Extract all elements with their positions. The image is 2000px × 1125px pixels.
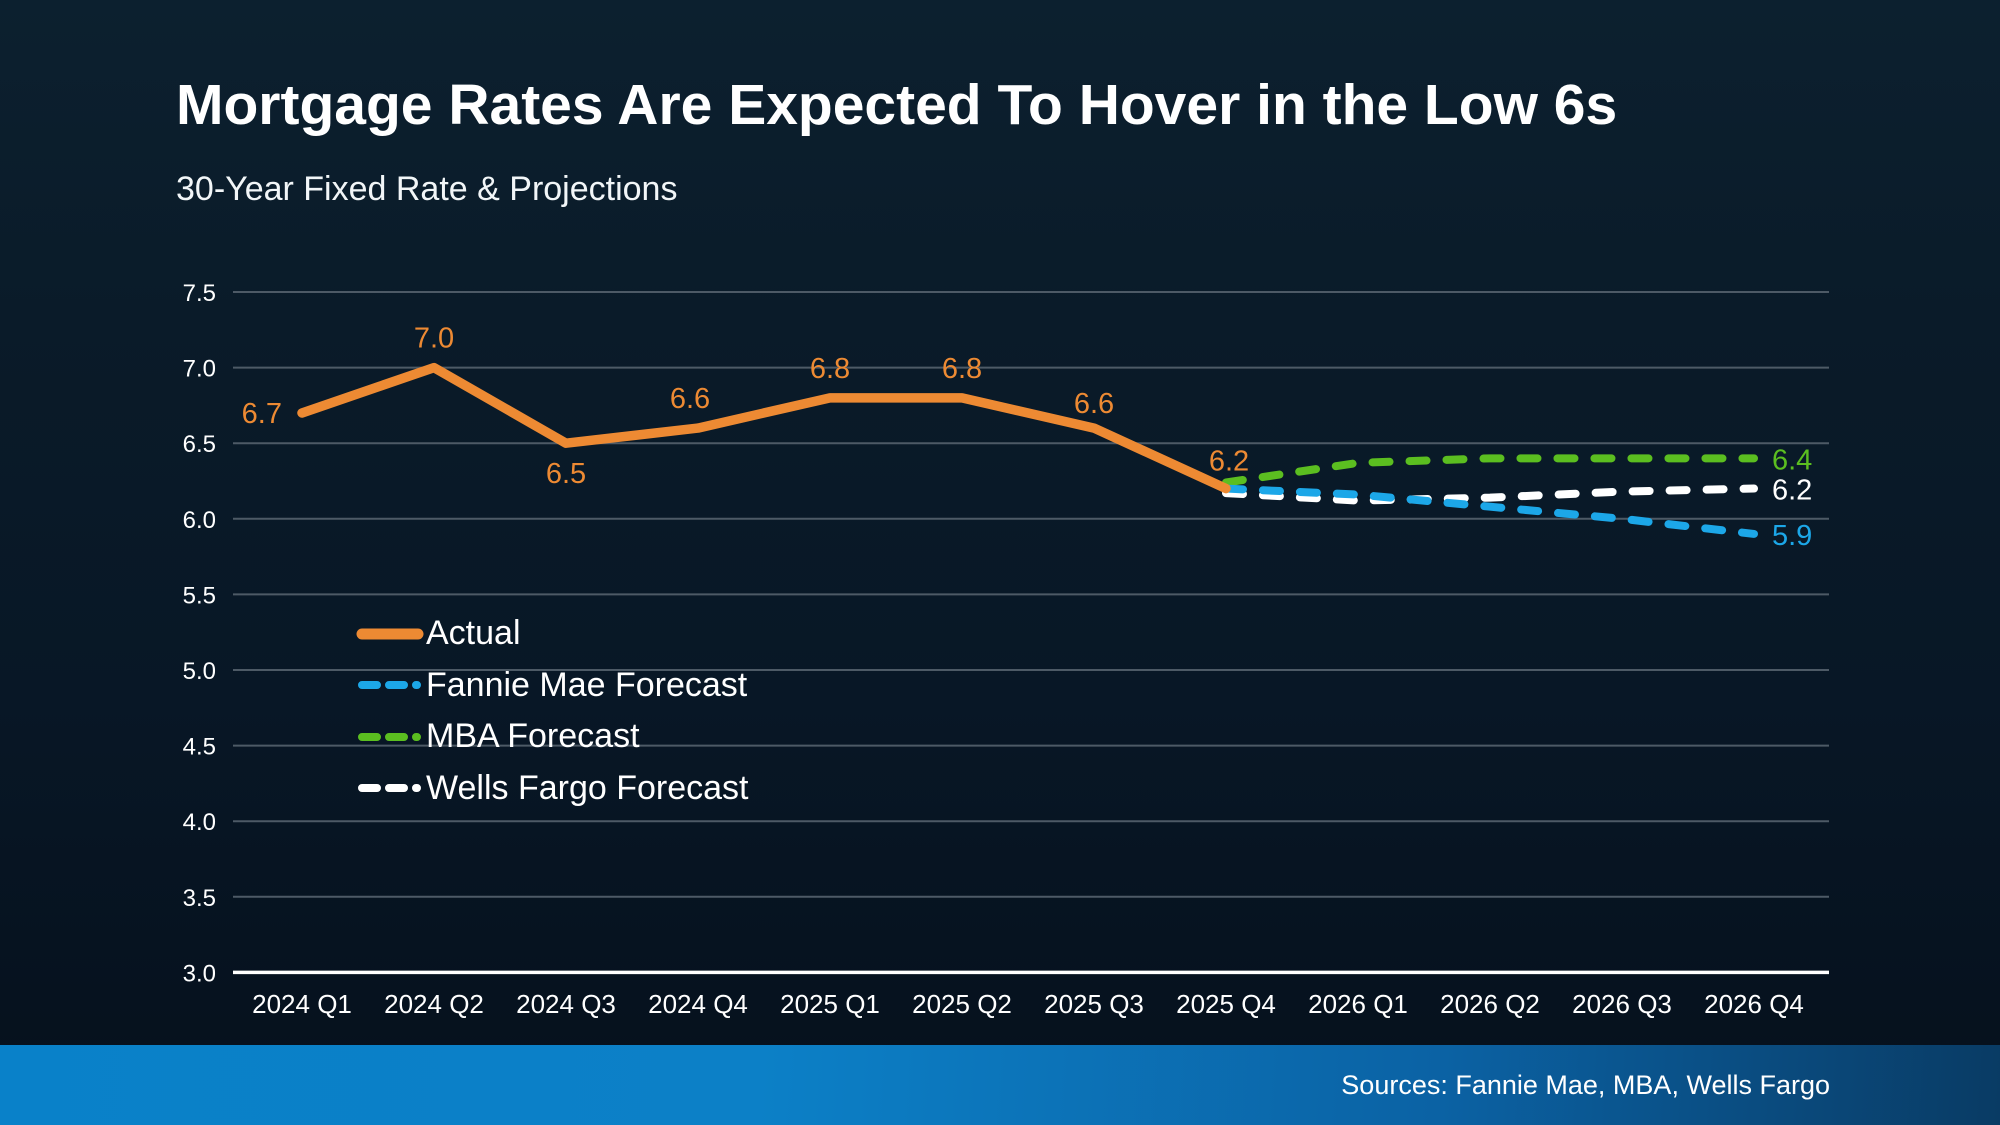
series-line-wells-fargo-forecast bbox=[1222, 484, 1758, 505]
legend-item-wells-fargo-forecast: Wells Fargo Forecast bbox=[356, 763, 748, 815]
data-label: 6.2 bbox=[1209, 446, 1249, 478]
legend-label: Fannie Mae Forecast bbox=[426, 665, 748, 704]
x-tick-label: 2025 Q3 bbox=[1044, 989, 1144, 1019]
end-label: 6.4 bbox=[1772, 444, 1812, 476]
x-tick-label: 2026 Q2 bbox=[1440, 989, 1540, 1019]
legend-swatch bbox=[358, 732, 424, 741]
legend-swatch bbox=[358, 681, 424, 690]
x-tick-label: 2024 Q2 bbox=[384, 989, 484, 1019]
y-tick-label: 3.5 bbox=[183, 885, 216, 912]
chart-legend: Actual Fannie Mae Forecast MBA Forecast Wel… bbox=[356, 608, 748, 814]
legend-swatch bbox=[358, 784, 424, 793]
data-label: 6.6 bbox=[1074, 388, 1114, 420]
legend-item-actual: Actual bbox=[356, 608, 748, 660]
data-label: 6.5 bbox=[546, 458, 586, 490]
legend-label: Actual bbox=[426, 614, 521, 653]
y-tick-label: 4.0 bbox=[183, 809, 216, 836]
source-note: Sources: Fannie Mae, MBA, Wells Fargo bbox=[1341, 1070, 1830, 1100]
x-tick-label: 2024 Q4 bbox=[648, 989, 748, 1019]
y-tick-label: 3.0 bbox=[183, 960, 216, 987]
page-title: Mortgage Rates Are Expected To Hover in … bbox=[176, 73, 1618, 137]
y-tick-label: 5.0 bbox=[183, 658, 216, 685]
y-tick-label: 6.5 bbox=[183, 431, 216, 458]
data-label: 6.7 bbox=[242, 398, 282, 430]
legend-label: MBA Forecast bbox=[426, 717, 640, 756]
legend-item-fannie-mae-forecast: Fannie Mae Forecast bbox=[356, 660, 748, 712]
y-tick-label: 7.0 bbox=[183, 356, 216, 383]
y-tick-label: 4.5 bbox=[183, 734, 216, 761]
x-tick-label: 2026 Q1 bbox=[1308, 989, 1408, 1019]
data-label: 7.0 bbox=[414, 323, 454, 355]
x-tick-label: 2026 Q4 bbox=[1704, 989, 1804, 1019]
data-label: 6.6 bbox=[670, 383, 710, 415]
data-label: 6.8 bbox=[810, 353, 850, 385]
y-tick-label: 6.0 bbox=[183, 507, 216, 534]
x-tick-label: 2024 Q3 bbox=[516, 989, 616, 1019]
legend-swatch bbox=[356, 628, 424, 640]
x-tick-label: 2025 Q4 bbox=[1176, 989, 1276, 1019]
series-line-mba-forecast bbox=[1222, 454, 1758, 487]
series-line-actual bbox=[297, 362, 1231, 494]
data-label: 6.8 bbox=[942, 353, 982, 385]
footer-bar: Sources: Fannie Mae, MBA, Wells Fargo bbox=[0, 1045, 2000, 1125]
page-subtitle: 30-Year Fixed Rate & Projections bbox=[176, 170, 678, 208]
x-tick-label: 2025 Q1 bbox=[780, 989, 880, 1019]
end-label: 6.2 bbox=[1772, 475, 1812, 507]
legend-item-mba-forecast: MBA Forecast bbox=[356, 711, 748, 763]
end-label: 5.9 bbox=[1772, 520, 1812, 552]
y-tick-label: 7.5 bbox=[183, 280, 216, 307]
series-line-fannie-mae-forecast bbox=[1222, 484, 1758, 538]
y-tick-label: 5.5 bbox=[183, 582, 216, 609]
x-tick-label: 2026 Q3 bbox=[1572, 989, 1672, 1019]
legend-label: Wells Fargo Forecast bbox=[426, 768, 749, 807]
x-tick-label: 2025 Q2 bbox=[912, 989, 1012, 1019]
x-tick-label: 2024 Q1 bbox=[252, 989, 352, 1019]
